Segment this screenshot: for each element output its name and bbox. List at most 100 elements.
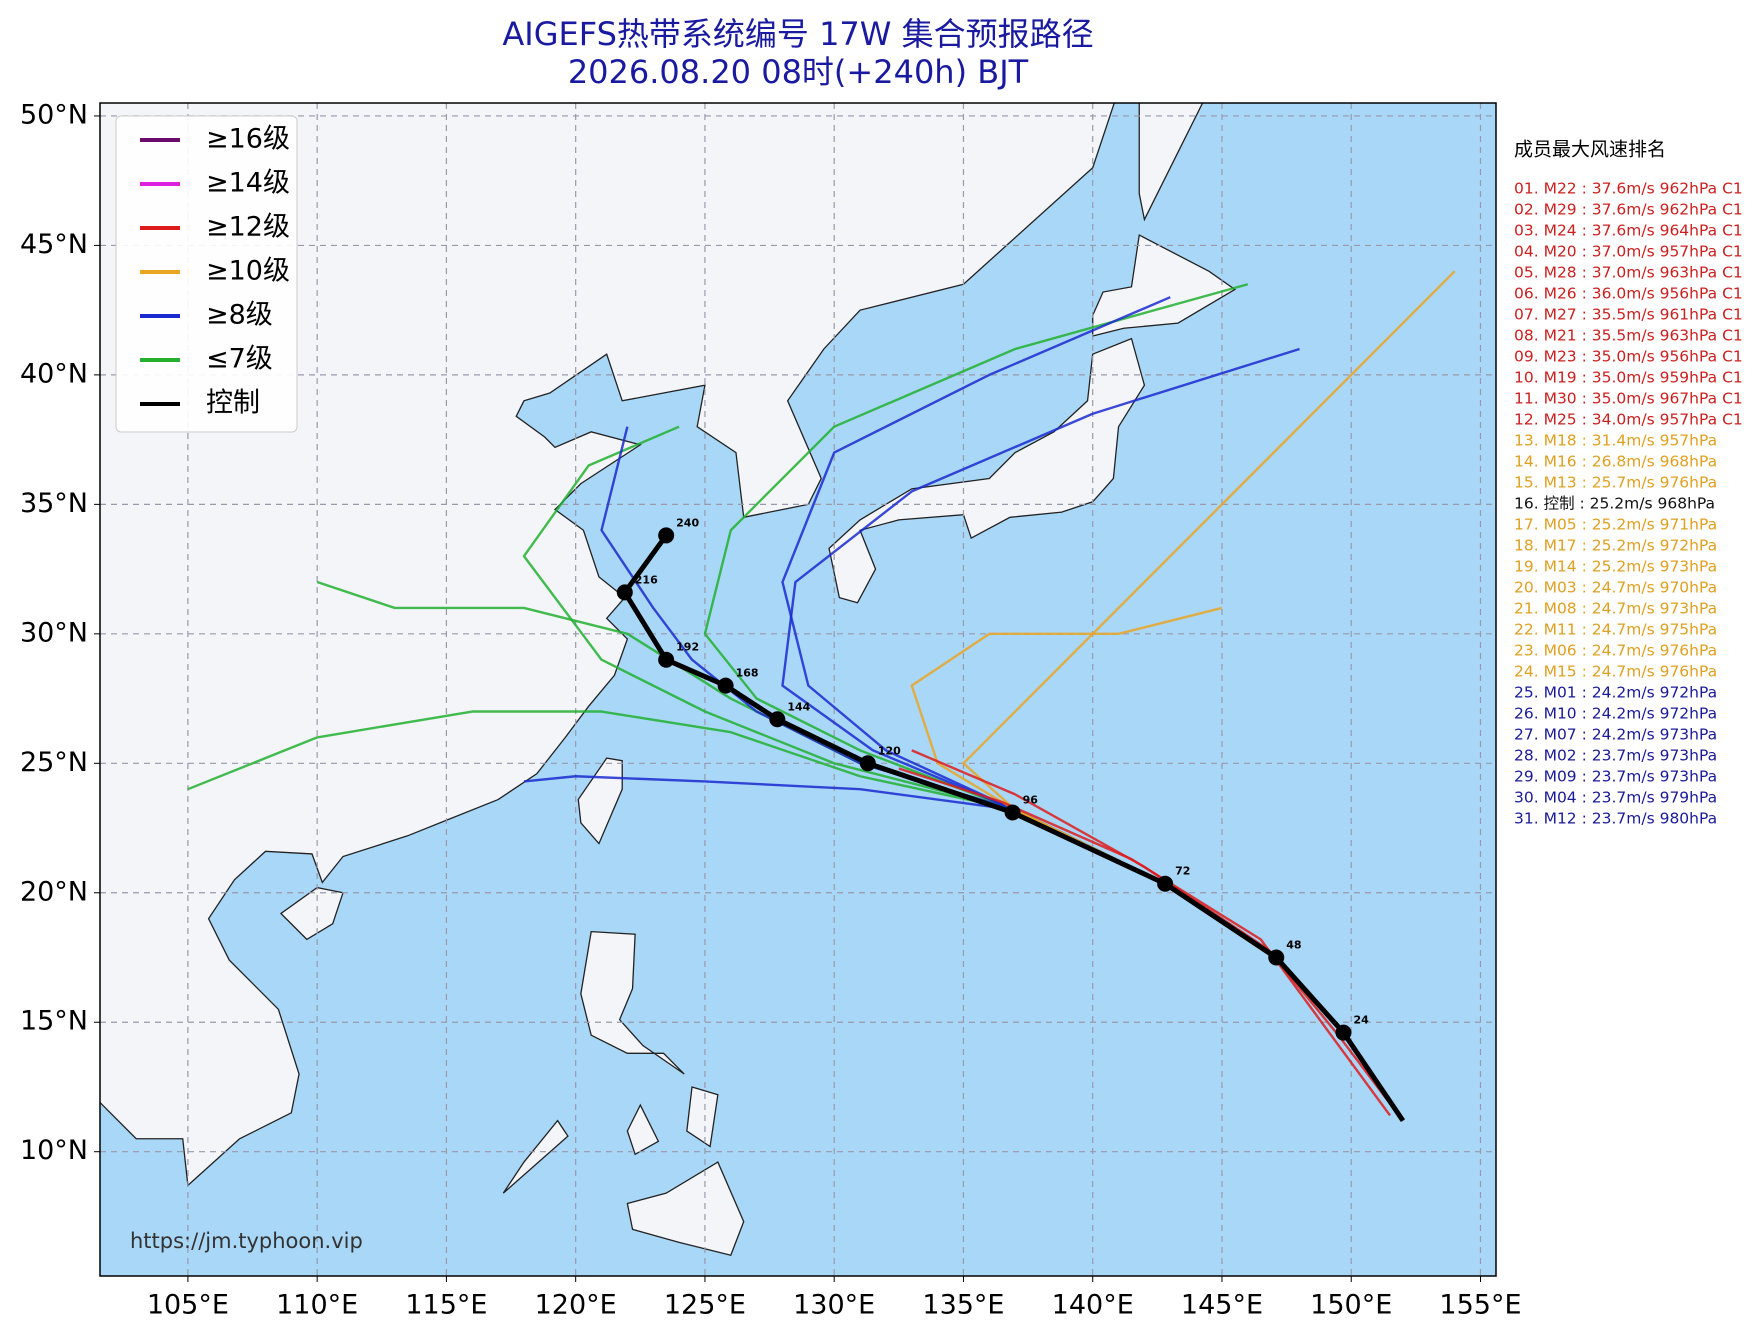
landmass [626, 1161, 745, 1257]
ranking-entry: 10. M19 : 35.0m/s 959hPa C1 [1514, 369, 1743, 387]
x-tick-label: 105°E [147, 1290, 229, 1321]
ranking-entry: 18. M17 : 25.2m/s 972hPa [1514, 537, 1717, 555]
land [84, 103, 1237, 1281]
x-tick-label: 140°E [1052, 1290, 1134, 1321]
x-tick-label: 135°E [922, 1290, 1004, 1321]
x-tick-label: 155°E [1439, 1290, 1521, 1321]
ranking-entry: 27. M07 : 24.2m/s 973hPa [1514, 726, 1717, 744]
legend-box [115, 115, 298, 433]
y-tick-label: 25°N [20, 747, 88, 778]
ranking-entry: 12. M25 : 34.0m/s 957hPa C1 [1514, 411, 1743, 429]
ranking-entry: 16. 控制 : 25.2m/s 968hPa [1514, 495, 1715, 513]
y-tick-label: 15°N [20, 1006, 88, 1037]
control-point [769, 711, 786, 728]
control-point [717, 677, 734, 694]
ranking-entry: 23. M06 : 24.7m/s 976hPa [1514, 642, 1717, 660]
ranking-entry: 20. M03 : 24.7m/s 970hPa [1514, 579, 1717, 597]
hour-label: 216 [635, 573, 658, 586]
control-point [1157, 875, 1174, 892]
ranking-entry: 29. M09 : 23.7m/s 973hPa [1514, 768, 1717, 786]
control-point [859, 755, 876, 772]
hour-label: 96 [1023, 793, 1039, 806]
hour-label: 72 [1175, 865, 1190, 878]
ranking-entry: 17. M05 : 25.2m/s 971hPa [1514, 516, 1717, 534]
grid [100, 103, 1496, 1276]
control-point [658, 651, 675, 668]
legend-label: ≥12级 [206, 212, 290, 243]
legend-label: ≥16级 [206, 124, 290, 155]
y-tick-label: 50°N [20, 99, 88, 130]
ranking-entry: 03. M24 : 37.6m/s 964hPa C1 [1514, 222, 1743, 240]
landmass [84, 1242, 100, 1281]
ranking-entry: 14. M16 : 26.8m/s 968hPa [1514, 453, 1717, 471]
hour-label: 240 [676, 516, 699, 529]
y-tick-label: 10°N [20, 1135, 88, 1166]
x-tick-label: 120°E [535, 1290, 617, 1321]
ranking-entry: 01. M22 : 37.6m/s 962hPa C1 [1514, 180, 1743, 198]
ranking-entry: 13. M18 : 31.4m/s 957hPa [1514, 432, 1717, 450]
chart-subtitle: 2026.08.20 08时(+240h) BJT [568, 53, 1029, 91]
landmass [580, 930, 685, 1075]
hour-label: 144 [787, 700, 810, 713]
x-tick-label: 130°E [793, 1290, 875, 1321]
landmass [279, 886, 344, 941]
y-tick-label: 35°N [20, 488, 88, 519]
hour-label: 192 [676, 641, 699, 654]
landmass [577, 757, 623, 845]
ranking-entry: 25. M01 : 24.2m/s 972hPa [1514, 684, 1717, 702]
ranking-entry: 06. M26 : 36.0m/s 956hPa C1 [1514, 285, 1743, 303]
legend-label: ≥10级 [206, 256, 290, 287]
legend-label: ≥8级 [206, 300, 273, 331]
ranking-entry: 08. M21 : 35.5m/s 963hPa C1 [1514, 327, 1743, 345]
x-tick-label: 115°E [405, 1290, 487, 1321]
landmass [626, 1103, 660, 1156]
ranking-entry: 05. M28 : 37.0m/s 963hPa C1 [1514, 264, 1743, 282]
ranking-entry: 15. M13 : 25.7m/s 976hPa [1514, 474, 1717, 492]
ranking-entry: 31. M12 : 23.7m/s 980hPa [1514, 810, 1717, 828]
legend-label: 控制 [206, 388, 260, 419]
landmass [1092, 234, 1237, 337]
x-tick-label: 125°E [664, 1290, 746, 1321]
control-point [616, 584, 633, 601]
landmass [686, 1086, 719, 1148]
y-tick-label: 40°N [20, 358, 88, 389]
ranking-entry: 30. M04 : 23.7m/s 979hPa [1514, 789, 1717, 807]
tracks: 24 48 72 96 120 144 168 192 216 240 [187, 270, 1456, 1123]
landmass [1138, 103, 1204, 222]
y-tick-label: 45°N [20, 229, 88, 260]
legend-label: ≥14级 [206, 168, 290, 199]
ranking-entry: 24. M15 : 24.7m/s 976hPa [1514, 663, 1717, 681]
x-tick-label: 150°E [1310, 1290, 1392, 1321]
chart-title: AIGEFS热带系统编号 17W 集合预报路径 [502, 15, 1093, 53]
y-tick-label: 20°N [20, 876, 88, 907]
ranking-entry: 02. M29 : 37.6m/s 962hPa C1 [1514, 201, 1743, 219]
hour-label: 48 [1286, 939, 1301, 952]
ranking-entry: 19. M14 : 25.2m/s 973hPa [1514, 558, 1717, 576]
ranking-entry: 04. M20 : 37.0m/s 957hPa C1 [1514, 243, 1743, 261]
frame [99, 102, 1497, 1277]
hour-label: 168 [736, 667, 759, 680]
control-point [658, 527, 675, 544]
y-tick-label: 30°N [20, 617, 88, 648]
legend-label: ≤7级 [206, 344, 273, 375]
ranking-entry: 11. M30 : 35.0m/s 967hPa C1 [1514, 390, 1743, 408]
ranking-entry: 21. M08 : 24.7m/s 973hPa [1514, 600, 1717, 618]
x-tick-label: 110°E [276, 1290, 358, 1321]
ranking-entry: 22. M11 : 24.7m/s 975hPa [1514, 621, 1717, 639]
ranking-entry: 26. M10 : 24.2m/s 972hPa [1514, 705, 1717, 723]
x-tick-label: 145°E [1181, 1290, 1263, 1321]
ranking-entry: 07. M27 : 35.5m/s 961hPa C1 [1514, 306, 1743, 324]
landmass [502, 1119, 569, 1194]
ranking-entry: 28. M02 : 23.7m/s 973hPa [1514, 747, 1717, 765]
ranking-title: 成员最大风速排名 [1514, 139, 1666, 161]
member-track [898, 767, 1391, 1117]
control-point [1335, 1024, 1352, 1041]
landmass [100, 103, 1115, 1187]
control-point [1004, 804, 1021, 821]
hour-label: 120 [878, 744, 901, 757]
control-point [1268, 949, 1285, 966]
source: https://jm.typhoon.vip [130, 1229, 363, 1253]
hour-label: 24 [1353, 1014, 1369, 1027]
landmass [828, 337, 1146, 604]
